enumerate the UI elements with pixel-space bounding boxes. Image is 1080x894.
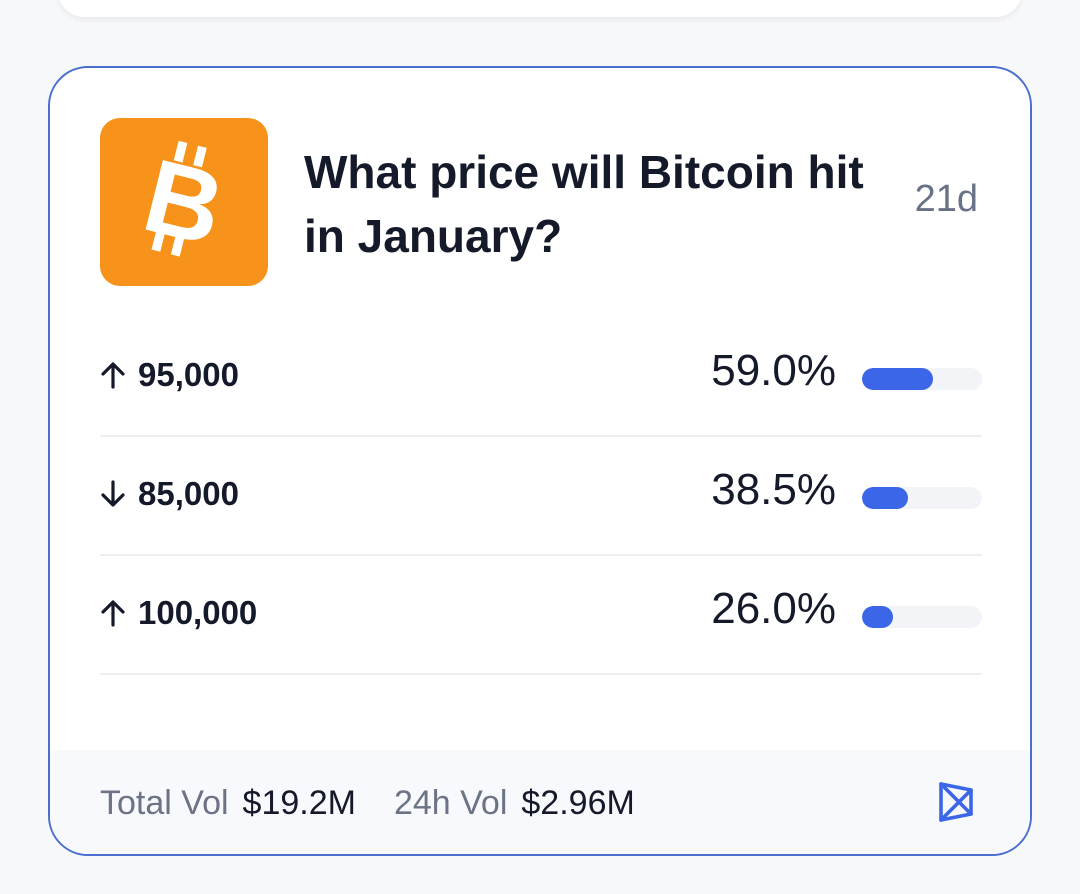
market-title: What price will Bitcoin hit in January? [304, 146, 864, 262]
outcome-label: 85,000 [138, 475, 239, 512]
outcome-row[interactable]: 100,000 26.0% [100, 556, 982, 675]
probability-bar [862, 368, 982, 390]
outcome-row[interactable]: 85,000 38.5% [100, 437, 982, 556]
outcome-percent: 26.0% [711, 584, 836, 633]
arrow-up-icon [100, 361, 126, 389]
arrow-down-icon [100, 480, 126, 508]
outcome-percent: 38.5% [711, 465, 836, 514]
bitcoin-icon: B [100, 118, 268, 286]
outcome-row[interactable]: 95,000 59.0% [100, 318, 982, 437]
outcome: 95,000 [100, 356, 239, 394]
vol-24h-label: 24h Vol [393, 784, 508, 822]
market-card[interactable]: B What price will Bitcoin hit in January… [48, 66, 1032, 856]
probability-bar [862, 606, 982, 628]
probability-bar [862, 487, 982, 509]
outcome-label: 100,000 [138, 594, 258, 631]
probability-bar-fill [862, 606, 894, 628]
total-vol-value: $19.2M [242, 784, 356, 822]
probability-bar-fill [862, 368, 933, 390]
vol-24h-value: $2.96M [521, 784, 635, 822]
card-footer: Total Vol $19.2M 24h Vol $2.96M [50, 750, 1030, 854]
volume-stats: Total Vol $19.2M 24h Vol $2.96M [100, 784, 673, 823]
previous-card [58, 0, 1022, 17]
probability-bar-fill [862, 487, 909, 509]
time-left: 21d [914, 178, 978, 220]
outcome: 100,000 [100, 594, 257, 632]
outcome: 85,000 [100, 475, 239, 513]
bookmark-icon[interactable] [934, 780, 978, 824]
outcome-label: 95,000 [138, 356, 239, 393]
outcome-percent: 59.0% [711, 346, 836, 395]
arrow-up-icon [100, 599, 126, 627]
total-vol-label: Total Vol [100, 784, 229, 822]
